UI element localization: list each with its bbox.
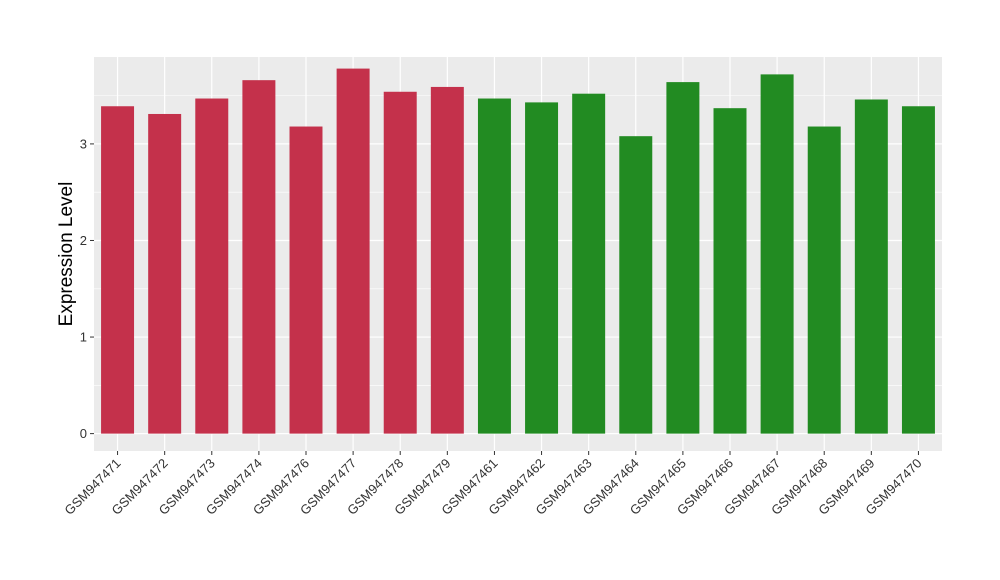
- bar-GSM947478: [383, 91, 417, 434]
- y-tick-label: 2: [80, 233, 87, 248]
- bar-GSM947471: [101, 106, 135, 434]
- bar-GSM947477: [336, 68, 370, 434]
- x-axis: GSM947471GSM947472GSM947473GSM947474GSM9…: [61, 451, 925, 518]
- bar-GSM947479: [430, 86, 464, 434]
- bar-GSM947466: [713, 108, 747, 434]
- bar-GSM947468: [807, 126, 841, 434]
- bar-GSM947464: [619, 136, 653, 434]
- bar-GSM947465: [666, 82, 700, 434]
- bars: [101, 68, 935, 434]
- y-axis-title: Expression Level: [56, 182, 77, 327]
- y-tick-label: 0: [80, 426, 87, 441]
- bar-GSM947473: [195, 98, 229, 434]
- bar-GSM947470: [901, 106, 935, 434]
- y-axis: 0 1 2 3: [80, 136, 94, 441]
- bar-GSM947476: [289, 126, 323, 434]
- bar-GSM947467: [760, 74, 794, 434]
- bar-GSM947461: [477, 98, 511, 434]
- y-tick-label: 3: [80, 136, 87, 151]
- bar-GSM947462: [525, 102, 559, 434]
- bar-GSM947474: [242, 80, 276, 434]
- y-tick-label: 1: [80, 330, 87, 345]
- bar-GSM947472: [148, 113, 182, 434]
- bar-GSM947463: [572, 93, 606, 434]
- bar-GSM947469: [854, 99, 888, 434]
